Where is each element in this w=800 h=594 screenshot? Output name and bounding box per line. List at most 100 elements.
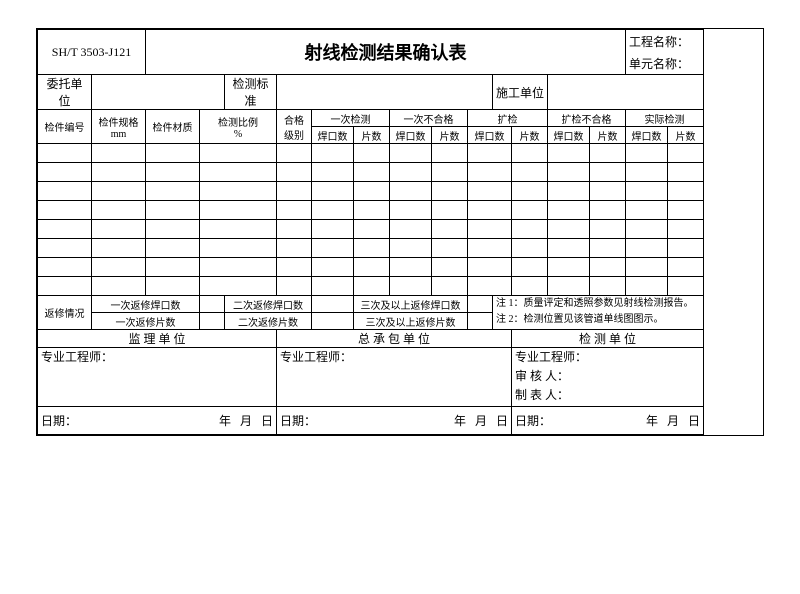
r3-weld-value[interactable] <box>468 296 493 313</box>
cell[interactable] <box>92 201 146 220</box>
cell[interactable] <box>312 277 354 296</box>
cell[interactable] <box>146 277 200 296</box>
cell[interactable] <box>548 144 590 163</box>
cell[interactable] <box>626 220 668 239</box>
cell[interactable] <box>468 201 512 220</box>
cell[interactable] <box>200 220 277 239</box>
cell[interactable] <box>390 258 432 277</box>
cell[interactable] <box>354 144 390 163</box>
cell[interactable] <box>390 220 432 239</box>
cell[interactable] <box>432 201 468 220</box>
cell[interactable] <box>200 258 277 277</box>
cell[interactable] <box>390 163 432 182</box>
cell[interactable] <box>590 163 626 182</box>
cell[interactable] <box>468 220 512 239</box>
cell[interactable] <box>38 277 92 296</box>
cell[interactable] <box>146 258 200 277</box>
cell[interactable] <box>312 239 354 258</box>
cell[interactable] <box>277 144 312 163</box>
cell[interactable] <box>626 144 668 163</box>
inspection-date[interactable]: 日期：年 月 日 <box>512 406 704 434</box>
cell[interactable] <box>468 277 512 296</box>
cell[interactable] <box>277 163 312 182</box>
cell[interactable] <box>432 258 468 277</box>
cell[interactable] <box>146 144 200 163</box>
cell[interactable] <box>512 277 548 296</box>
r3-piece-value[interactable] <box>468 313 493 330</box>
cell[interactable] <box>92 258 146 277</box>
cell[interactable] <box>92 163 146 182</box>
cell[interactable] <box>626 277 668 296</box>
cell[interactable] <box>668 201 704 220</box>
cell[interactable] <box>92 182 146 201</box>
cell[interactable] <box>548 182 590 201</box>
cell[interactable] <box>668 258 704 277</box>
cell[interactable] <box>512 163 548 182</box>
cell[interactable] <box>468 239 512 258</box>
cell[interactable] <box>312 201 354 220</box>
cell[interactable] <box>512 220 548 239</box>
cell[interactable] <box>200 144 277 163</box>
cell[interactable] <box>312 220 354 239</box>
cell[interactable] <box>590 201 626 220</box>
cell[interactable] <box>312 163 354 182</box>
supervisor-date[interactable]: 日期：年 月 日 <box>38 406 277 434</box>
cell[interactable] <box>590 182 626 201</box>
cell[interactable] <box>668 163 704 182</box>
cell[interactable] <box>200 277 277 296</box>
entrust-unit-value[interactable] <box>92 75 225 110</box>
cell[interactable] <box>432 144 468 163</box>
cell[interactable] <box>512 182 548 201</box>
cell[interactable] <box>390 239 432 258</box>
cell[interactable] <box>92 277 146 296</box>
cell[interactable] <box>548 220 590 239</box>
cell[interactable] <box>312 144 354 163</box>
cell[interactable] <box>548 258 590 277</box>
cell[interactable] <box>146 163 200 182</box>
cell[interactable] <box>38 144 92 163</box>
cell[interactable] <box>277 201 312 220</box>
cell[interactable] <box>668 220 704 239</box>
cell[interactable] <box>512 144 548 163</box>
cell[interactable] <box>146 220 200 239</box>
cell[interactable] <box>668 182 704 201</box>
cell[interactable] <box>626 201 668 220</box>
cell[interactable] <box>512 201 548 220</box>
cell[interactable] <box>548 163 590 182</box>
cell[interactable] <box>92 239 146 258</box>
cell[interactable] <box>200 163 277 182</box>
cell[interactable] <box>590 277 626 296</box>
cell[interactable] <box>432 182 468 201</box>
cell[interactable] <box>354 258 390 277</box>
cell[interactable] <box>432 220 468 239</box>
cell[interactable] <box>390 144 432 163</box>
cell[interactable] <box>432 163 468 182</box>
cell[interactable] <box>512 258 548 277</box>
cell[interactable] <box>92 220 146 239</box>
cell[interactable] <box>312 258 354 277</box>
cell[interactable] <box>590 239 626 258</box>
cell[interactable] <box>668 277 704 296</box>
cell[interactable] <box>468 258 512 277</box>
r1-weld-value[interactable] <box>200 296 225 313</box>
cell[interactable] <box>354 220 390 239</box>
cell[interactable] <box>432 239 468 258</box>
cell[interactable] <box>146 182 200 201</box>
cell[interactable] <box>146 239 200 258</box>
cell[interactable] <box>146 201 200 220</box>
contractor-engineer[interactable]: 专业工程师： <box>277 348 512 407</box>
cell[interactable] <box>277 277 312 296</box>
test-standard-value[interactable] <box>277 75 493 110</box>
cell[interactable] <box>468 144 512 163</box>
cell[interactable] <box>92 144 146 163</box>
cell[interactable] <box>354 163 390 182</box>
cell[interactable] <box>548 201 590 220</box>
cell[interactable] <box>277 220 312 239</box>
r2-weld-value[interactable] <box>312 296 354 313</box>
cell[interactable] <box>200 201 277 220</box>
cell[interactable] <box>668 239 704 258</box>
cell[interactable] <box>590 220 626 239</box>
r1-piece-value[interactable] <box>200 313 225 330</box>
cell[interactable] <box>390 201 432 220</box>
supervisor-engineer[interactable]: 专业工程师： <box>38 348 277 407</box>
